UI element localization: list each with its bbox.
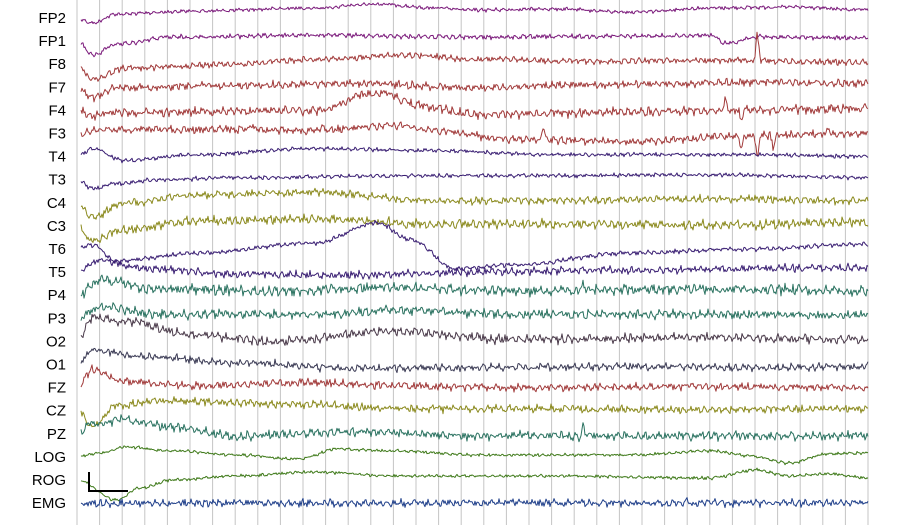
channel-trace bbox=[80, 258, 869, 280]
channel-trace bbox=[80, 172, 869, 191]
channel-trace bbox=[80, 274, 869, 299]
channel-label: T3 bbox=[48, 172, 66, 189]
channel-trace bbox=[80, 187, 869, 220]
channel-label: FP1 bbox=[38, 33, 66, 50]
channel-label: F7 bbox=[48, 79, 66, 96]
channel-trace bbox=[80, 2, 869, 25]
calibration-bar bbox=[88, 472, 128, 492]
channel-trace bbox=[80, 445, 869, 466]
channel-trace bbox=[80, 313, 869, 346]
channel-traces bbox=[80, 2, 869, 509]
channel-trace bbox=[80, 302, 869, 321]
channel-label: CZ bbox=[46, 403, 66, 420]
channel-trace bbox=[80, 146, 869, 164]
channel-label: T6 bbox=[48, 241, 66, 258]
channel-trace bbox=[80, 89, 869, 121]
channel-label: C4 bbox=[47, 195, 66, 212]
channel-label: P4 bbox=[48, 287, 66, 304]
channel-label: T5 bbox=[48, 264, 66, 281]
channel-label: P3 bbox=[48, 310, 66, 327]
channel-label: PZ bbox=[47, 426, 66, 443]
channel-label: FZ bbox=[48, 380, 66, 397]
channel-label: LOG bbox=[34, 449, 66, 466]
channel-label: O1 bbox=[46, 357, 66, 374]
channel-trace bbox=[80, 121, 869, 157]
channel-label: F3 bbox=[48, 126, 66, 143]
channel-label: F8 bbox=[48, 56, 66, 73]
channel-trace bbox=[80, 497, 869, 509]
channel-trace bbox=[80, 467, 869, 502]
channel-trace bbox=[80, 31, 869, 82]
channel-label: T4 bbox=[48, 149, 66, 166]
channel-label: F4 bbox=[48, 102, 66, 119]
channel-label: ROG bbox=[32, 472, 66, 489]
time-grid bbox=[76, 0, 869, 525]
channel-label: EMG bbox=[32, 495, 66, 512]
channel-trace bbox=[80, 219, 869, 272]
channel-trace bbox=[80, 213, 869, 244]
channel-trace bbox=[80, 347, 869, 374]
channel-trace bbox=[80, 77, 869, 103]
channel-label: FP2 bbox=[38, 10, 66, 27]
channel-label: C3 bbox=[47, 218, 66, 235]
channel-labels: FP2 FP1 F8 F7 F4 F3 T4 T3 C4 C3 T6 T5 P4 P3 O2 O1 FZ CZ PZ… bbox=[32, 10, 66, 512]
scale-bar bbox=[88, 472, 128, 492]
channel-trace bbox=[80, 32, 869, 58]
channel-trace bbox=[80, 364, 869, 393]
channel-label: O2 bbox=[46, 333, 66, 350]
channel-trace bbox=[80, 396, 869, 428]
channel-trace bbox=[80, 414, 869, 443]
